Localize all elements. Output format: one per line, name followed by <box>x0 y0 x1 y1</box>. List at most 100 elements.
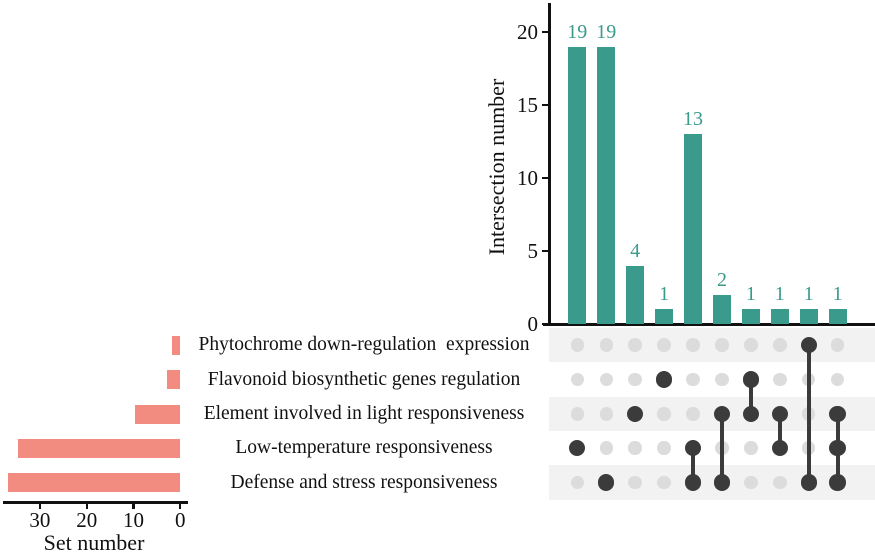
matrix-dot-inactive <box>773 372 787 387</box>
intersection-y-tick <box>541 176 548 180</box>
set-label: Element involved in light responsiveness <box>203 403 525 424</box>
matrix-dot-inactive <box>570 475 584 490</box>
set-size-bar <box>17 438 181 458</box>
set-size-x-tick <box>85 504 88 509</box>
intersection-bar <box>655 309 674 324</box>
set-size-x-tick-label: 0 <box>175 508 186 532</box>
matrix-dot-inactive <box>744 338 758 352</box>
matrix-dot-inactive <box>628 441 642 455</box>
matrix-dot-active <box>829 405 846 423</box>
matrix-dot-inactive <box>686 372 700 387</box>
matrix-connector <box>748 379 753 414</box>
set-size-bar <box>8 473 181 492</box>
matrix-stripe <box>549 327 875 363</box>
matrix-dot-inactive <box>744 441 758 455</box>
matrix-dot-inactive <box>686 338 700 352</box>
intersection-y-tick <box>541 103 548 107</box>
set-label: Flavonoid biosynthetic genes regulation <box>207 368 521 390</box>
matrix-dot-inactive <box>628 338 642 352</box>
intersection-y-tick-label: 20 <box>517 20 538 44</box>
matrix-dot-inactive <box>657 441 671 455</box>
matrix-dot-inactive <box>628 475 642 490</box>
matrix-dot-active <box>655 371 673 388</box>
matrix-dot-active <box>598 474 615 491</box>
matrix-dot-inactive <box>773 338 787 352</box>
matrix-dot-active <box>829 474 846 491</box>
matrix-dot-inactive <box>744 475 758 490</box>
matrix-dot-inactive <box>599 441 613 455</box>
intersection-bar <box>770 309 789 324</box>
matrix-dot-active <box>569 439 586 457</box>
intersection-value-label: 2 <box>716 268 727 291</box>
matrix-dot-inactive <box>773 475 787 490</box>
matrix-dot-inactive <box>830 372 845 387</box>
intersection-x-axis-line <box>543 323 875 326</box>
matrix-dot-active <box>626 405 644 423</box>
set-size-axis-line <box>3 501 188 504</box>
intersection-y-tick-label: 5 <box>527 239 539 263</box>
intersection-bar <box>597 46 616 324</box>
matrix-dot-inactive <box>657 407 671 421</box>
matrix-dot-inactive <box>628 372 642 387</box>
matrix-dot-active <box>771 439 788 457</box>
intersection-y-tick-label: 10 <box>517 166 538 190</box>
set-label: Low-temperature responsiveness <box>235 437 493 458</box>
matrix-dot-active <box>742 405 760 423</box>
intersection-bar <box>684 134 703 324</box>
intersection-bar <box>712 294 731 324</box>
matrix-dot-active <box>800 336 817 354</box>
intersection-bar <box>568 46 587 324</box>
intersection-value-label: 1 <box>774 283 785 306</box>
matrix-dot-inactive <box>599 407 613 421</box>
intersection-value-label: 1 <box>659 283 670 306</box>
matrix-stripe <box>549 396 875 432</box>
set-label: Phytochrome down-regulation expression <box>198 334 530 355</box>
set-size-axis-title: Set number <box>43 530 145 555</box>
set-size-bar <box>134 404 181 424</box>
set-size-x-tick <box>38 504 41 509</box>
matrix-dot-inactive <box>570 407 584 421</box>
matrix-dot-active <box>684 439 702 457</box>
set-size-bar <box>172 335 181 355</box>
matrix-dot-active <box>742 371 760 388</box>
set-size-x-tick-label: 30 <box>29 508 51 532</box>
intersection-y-tick-label: 0 <box>527 312 539 336</box>
matrix-dot-active <box>771 405 788 423</box>
matrix-dot-active <box>829 439 846 457</box>
intersection-bar <box>828 309 847 324</box>
intersection-bar <box>799 309 818 324</box>
matrix-dot-active <box>713 405 731 423</box>
matrix-dot-inactive <box>715 372 729 387</box>
set-size-x-tick-label: 10 <box>123 508 144 532</box>
set-size-x-tick-label: 20 <box>76 508 98 532</box>
intersection-y-tick <box>541 249 548 253</box>
matrix-dot-inactive <box>599 338 613 352</box>
matrix-dot-inactive <box>657 475 671 490</box>
matrix-dot-inactive <box>686 407 700 421</box>
intersection-y-tick <box>541 30 548 34</box>
set-size-bar <box>167 370 181 389</box>
intersection-bar <box>626 265 645 324</box>
matrix-dot-inactive <box>570 338 584 352</box>
intersection-y-axis-line <box>547 3 551 326</box>
intersection-value-label: 4 <box>630 239 641 262</box>
intersection-value-label: 13 <box>683 108 704 131</box>
matrix-dot-inactive <box>715 338 729 352</box>
matrix-connector <box>806 345 811 483</box>
intersection-value-label: 19 <box>567 20 588 43</box>
set-label: Defense and stress responsiveness <box>230 471 498 493</box>
intersection-value-label: 19 <box>596 20 617 43</box>
intersection-bar <box>741 309 760 324</box>
matrix-dot-inactive <box>657 338 671 352</box>
matrix-connector <box>777 414 782 448</box>
matrix-dot-inactive <box>599 372 613 387</box>
intersection-value-label: 1 <box>745 283 756 306</box>
matrix-dot-active <box>713 474 731 491</box>
matrix-dot-inactive <box>830 338 845 352</box>
matrix-dot-inactive <box>570 372 584 387</box>
matrix-dot-active <box>800 474 817 491</box>
intersection-value-label: 1 <box>832 283 843 306</box>
matrix-dot-active <box>684 474 702 491</box>
matrix-connector <box>719 414 725 483</box>
